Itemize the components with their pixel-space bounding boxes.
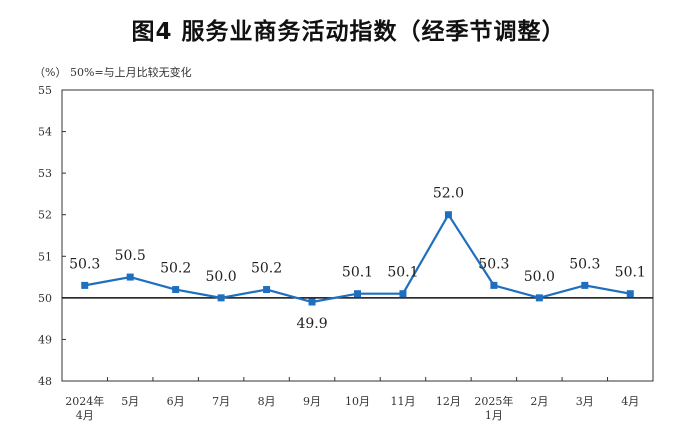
y-tick-label: 53	[38, 167, 52, 180]
y-tick-label: 49	[38, 333, 52, 346]
y-tick-label: 55	[38, 84, 52, 97]
data-label: 50.1	[387, 265, 418, 281]
x-tick-label: 10月	[345, 395, 370, 408]
x-tick-label: 3月	[576, 395, 594, 408]
series-line	[84, 213, 631, 304]
data-label: 50.1	[342, 265, 373, 281]
data-point	[81, 281, 89, 289]
data-point	[308, 298, 316, 306]
data-label: 50.3	[69, 256, 100, 272]
x-tick-label: 12月	[436, 395, 461, 408]
x-tick-label: 2024年	[65, 394, 104, 408]
x-tick-label: 8月	[258, 395, 276, 408]
data-point	[172, 286, 180, 294]
data-label: 50.1	[615, 265, 646, 281]
y-tick-label: 54	[38, 126, 52, 139]
y-tick-label: 48	[38, 375, 52, 388]
data-label: 52.0	[433, 186, 464, 202]
x-tick-label: 5月	[121, 395, 139, 408]
data-label: 50.0	[206, 269, 237, 285]
data-label: 50.3	[478, 256, 509, 272]
data-label: 49.9	[296, 316, 327, 332]
y-tick-label: 51	[38, 250, 52, 263]
data-label: 50.3	[569, 256, 600, 272]
x-tick-label: 7月	[212, 395, 230, 408]
data-point	[399, 290, 407, 298]
x-tick-label: 6月	[167, 395, 185, 408]
x-tick-label: 2月	[530, 395, 548, 408]
data-label: 50.2	[251, 261, 282, 277]
data-label: 50.2	[160, 261, 191, 277]
data-label: 50.5	[115, 248, 146, 264]
plot-frame	[61, 89, 654, 382]
chart-title: 图4 服务业商务活动指数（经季节调整）	[131, 19, 566, 45]
x-tick-label: 11月	[390, 395, 415, 408]
data-point	[626, 290, 634, 298]
data-label: 50.0	[524, 269, 555, 285]
data-point	[444, 211, 452, 219]
x-tick-label: 4月	[76, 409, 94, 422]
data-point	[490, 281, 498, 289]
data-point	[354, 290, 361, 298]
reference-note: 50%=与上月比较无变化	[70, 66, 192, 79]
y-axis-unit: （%）	[34, 66, 67, 79]
x-tick-label: 9月	[303, 395, 321, 408]
data-point	[535, 294, 543, 302]
x-tick-label: 1月	[485, 409, 503, 422]
x-tick-label: 2025年	[474, 394, 513, 408]
data-point	[126, 273, 134, 281]
data-point	[263, 286, 271, 294]
x-tick-label: 4月	[621, 395, 639, 408]
data-point	[581, 281, 589, 289]
y-tick-label: 52	[38, 209, 52, 222]
y-tick-label: 50	[38, 292, 52, 305]
data-point	[217, 294, 225, 302]
